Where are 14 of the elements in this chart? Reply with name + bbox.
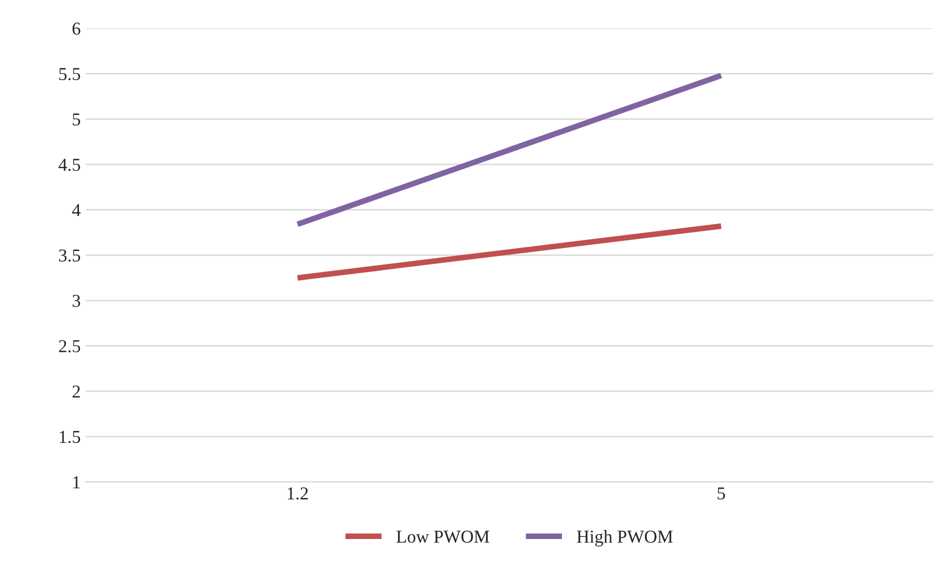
y-tick-label: 1: [73, 476, 80, 488]
y-tick-label: 2.5: [59, 340, 80, 352]
legend-label: High PWOM: [576, 530, 673, 546]
legend-label: Low PWOM: [396, 530, 490, 543]
y-tick-label: 3.5: [59, 249, 80, 262]
y-tick-label: 5.5: [59, 68, 80, 80]
y-tick-label: 3: [72, 294, 80, 307]
y-tick-label: 1.5: [60, 430, 80, 444]
x-tick-label: 1.2: [288, 487, 308, 500]
y-tick-label: 5: [72, 114, 80, 126]
y-tick-label: 4.5: [58, 158, 80, 171]
y-tick-label: 6: [72, 22, 80, 35]
y-tick-label: 2: [72, 386, 80, 398]
y-tick-label: 4: [72, 204, 81, 216]
